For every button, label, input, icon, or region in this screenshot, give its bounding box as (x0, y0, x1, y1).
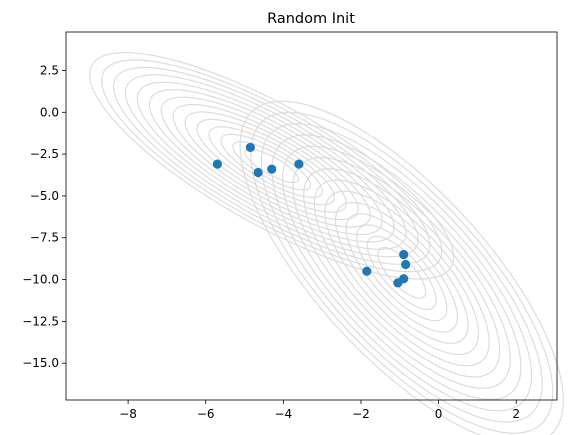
scatter-point (362, 266, 372, 276)
contour-line (271, 134, 533, 412)
x-tick-label: −8 (119, 407, 137, 421)
contour-line (334, 201, 469, 344)
contour-line (292, 156, 511, 389)
contour-line (88, 51, 455, 280)
contour-line (208, 126, 336, 206)
plot-frame (65, 31, 558, 401)
contour-line (282, 145, 522, 401)
contour-line (313, 179, 490, 367)
contour-line (184, 111, 359, 221)
x-tick-label: −6 (197, 407, 215, 421)
chart-title: Random Init (267, 11, 355, 27)
scatter-point (245, 142, 255, 153)
x-tick-label: 2 (512, 407, 520, 421)
contour-line (345, 213, 459, 333)
contour-line (324, 190, 480, 356)
y-tick-label: 0.0 (40, 105, 59, 119)
y-axis: 2.5 0.0 −2.5 −5.0 −7.5 −10.0 −12.5 −15.0 (22, 63, 66, 370)
scatter-points (212, 142, 411, 288)
contour-line (239, 100, 564, 435)
scatter-point (294, 159, 304, 169)
contour-line (250, 111, 554, 435)
contour-line (303, 168, 501, 378)
x-tick-label: −2 (352, 407, 370, 421)
scatter-point (253, 167, 263, 178)
y-tick-label: −15.0 (22, 356, 59, 370)
scatter-point (393, 278, 403, 288)
contour-line (136, 81, 407, 250)
contour-line (377, 246, 427, 299)
scatter-point (399, 249, 409, 260)
x-tick-label: −4 (275, 407, 293, 421)
y-tick-label: −10.0 (22, 273, 59, 287)
contour-line (112, 66, 431, 265)
scatter-point (212, 159, 222, 169)
y-tick-label: −2.5 (30, 147, 59, 161)
contour-line (260, 122, 543, 423)
scatter-point (401, 259, 411, 270)
y-tick-label: −5.0 (30, 189, 59, 203)
contour-line (356, 224, 448, 322)
x-tick-label: 0 (435, 407, 443, 421)
contour-line (244, 148, 300, 184)
y-tick-label: 2.5 (40, 63, 59, 77)
density-contours (88, 51, 564, 435)
contour-line (172, 103, 371, 228)
scatter-point (267, 164, 277, 174)
y-tick-label: −12.5 (22, 314, 59, 328)
x-axis: −8 −6 −4 −2 0 2 (119, 400, 520, 421)
contour-line (366, 235, 437, 311)
contour-line (220, 133, 324, 198)
y-tick-label: −7.5 (30, 231, 59, 245)
